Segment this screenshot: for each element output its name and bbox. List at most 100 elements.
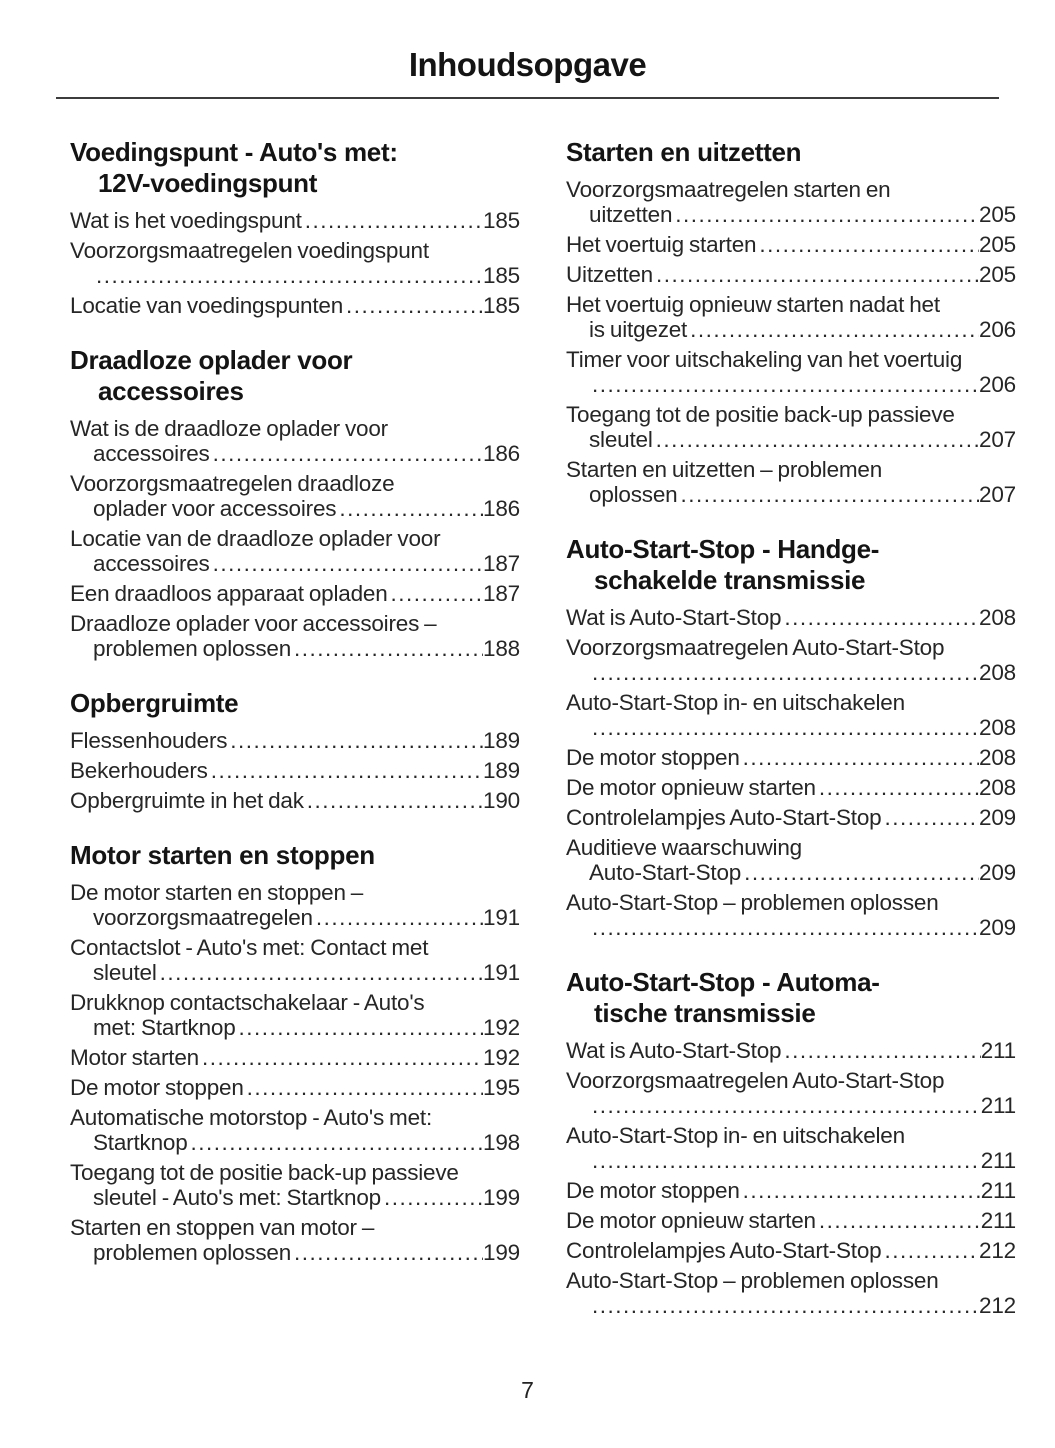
title-divider <box>56 97 999 99</box>
toc-entry-text: accessoires <box>93 441 210 466</box>
toc-entry-line: Locatie van voedingspunten 185 <box>70 293 520 318</box>
toc-entry-text: problemen oplossen <box>93 1240 292 1265</box>
toc-entry: Voorzorgsmaatregelen voedingspunt 185 <box>70 238 520 288</box>
toc-entry: Starten en uitzetten – problemen oplossen… <box>566 457 1016 507</box>
toc-entry-text: De motor opnieuw starten <box>566 775 816 800</box>
dot-leader <box>784 1038 980 1063</box>
page-ref: 212 <box>979 1238 1016 1263</box>
dot-leader <box>819 1208 981 1233</box>
toc-entry-line: Voorzorgsmaatregelen Auto-Start-Stop <box>566 1068 945 1093</box>
toc-entry: Starten en stoppen van motor – problemen … <box>70 1215 520 1265</box>
dot-leader <box>213 441 483 466</box>
toc-entry: Voorzorgsmaatregelen starten en uitzetten… <box>566 177 1016 227</box>
toc-entry-line: Draadloze oplader voor accessoires – <box>70 611 437 636</box>
toc-entry-line: Motor starten 192 <box>70 1045 520 1070</box>
toc-entry: Wat is Auto-Start-Stop 208 <box>566 605 1016 630</box>
toc-section: Starten en uitzetten Voorzorgsmaatregelen… <box>566 137 1016 507</box>
toc-entry-line: problemen oplossen 199 <box>70 1240 520 1265</box>
toc-column-left: Voedingspunt - Auto's met: 12V-voedingspu… <box>70 137 520 1270</box>
dot-leader <box>213 551 483 576</box>
toc-entry: Flessenhouders 189 <box>70 728 520 753</box>
page-ref: 208 <box>979 775 1016 800</box>
dot-leader <box>819 775 979 800</box>
toc-entry: Locatie van de draadloze oplader voor acc… <box>70 526 520 576</box>
dot-leader <box>592 1293 979 1318</box>
dot-leader <box>316 905 483 930</box>
toc-entry-text: oplader voor accessoires <box>93 496 337 521</box>
page-ref: 186 <box>483 496 520 521</box>
page-ref: 188 <box>483 636 520 661</box>
toc-entry: Voorzorgsmaatregelen Auto-Start-Stop 211 <box>566 1068 1016 1118</box>
toc-entry-text: Wat is Auto-Start-Stop <box>566 605 782 630</box>
toc-entry-line: uitzetten 205 <box>566 202 1016 227</box>
dot-leader <box>96 263 483 288</box>
toc-entry-line: met: Startknop 192 <box>70 1015 520 1040</box>
section-heading: Opbergruimte <box>70 688 520 719</box>
toc-entry: De motor opnieuw starten 208 <box>566 775 1016 800</box>
dot-leader <box>592 1093 981 1118</box>
toc-entry-text: Wat is Auto-Start-Stop <box>566 1038 782 1063</box>
dot-leader <box>202 1045 483 1070</box>
toc-entry-line: Startknop 198 <box>70 1130 520 1155</box>
toc-entry: Motor starten 192 <box>70 1045 520 1070</box>
dot-leader <box>592 660 979 685</box>
dot-leader <box>294 1240 483 1265</box>
toc-entry-text: Wat is het voedingspunt <box>70 208 302 233</box>
section-heading-line: Voedingspunt - Auto's met: <box>70 137 398 167</box>
page-number: 7 <box>521 1377 534 1403</box>
toc-entry-line: Uitzetten 205 <box>566 262 1016 287</box>
toc-entry-line: Auditieve waarschuwing <box>566 835 802 860</box>
dot-leader <box>759 232 979 257</box>
section-heading-line: Draadloze oplader voor <box>70 345 353 375</box>
page-ref: 189 <box>483 758 520 783</box>
page-ref: 211 <box>980 1148 1016 1173</box>
toc-entry-text: Motor starten <box>70 1045 199 1070</box>
toc-entry-text: oplossen <box>589 482 678 507</box>
dot-leader <box>384 1185 483 1210</box>
toc-entry-line: 211 <box>566 1093 1016 1118</box>
toc-entry-line: Auto-Start-Stop 209 <box>566 860 1016 885</box>
toc-entry-line: Auto-Start-Stop in- en uitschakelen <box>566 690 905 715</box>
dot-leader <box>884 1238 979 1263</box>
toc-entry-text: sleutel <box>93 960 157 985</box>
toc-entry-text: Controlelampjes Auto-Start-Stop <box>566 805 882 830</box>
dot-leader <box>656 262 979 287</box>
page-ref: 191 <box>483 960 520 985</box>
toc-entry-line: Flessenhouders 189 <box>70 728 520 753</box>
toc-entry: Wat is het voedingspunt 185 <box>70 208 520 233</box>
toc-entry: Controlelampjes Auto-Start-Stop 209 <box>566 805 1016 830</box>
toc-entry-line: 211 <box>566 1148 1016 1173</box>
page-ref: 209 <box>979 805 1016 830</box>
section-heading-line: Opbergruimte <box>70 688 239 718</box>
toc-entry: Auto-Start-Stop in- en uitschakelen 211 <box>566 1123 1016 1173</box>
toc-entry-line: 208 <box>566 715 1016 740</box>
dot-leader <box>346 293 483 318</box>
toc-entry-line: Timer voor uitschakeling van het voertui… <box>566 347 963 372</box>
section-heading-line: Motor starten en stoppen <box>70 840 375 870</box>
dot-leader <box>784 605 979 630</box>
toc-section: OpbergruimteFlessenhouders189Bekerhouder… <box>70 688 520 813</box>
toc-entry-line: Het voertuig starten 205 <box>566 232 1016 257</box>
toc-entry: De motor starten en stoppen – voorzorgsma… <box>70 880 520 930</box>
toc-entry-text: is uitgezet <box>589 317 688 342</box>
dot-leader <box>743 745 979 770</box>
toc-section: Auto-Start-Stop - Handge-schakelde trans… <box>566 534 1016 940</box>
toc-entry: Toegang tot de positie back-up passieve s… <box>566 402 1016 452</box>
page-title: Inhoudsopgave <box>408 46 647 83</box>
toc-entry-line: Voorzorgsmaatregelen starten en <box>566 177 891 202</box>
page-ref: 185 <box>483 293 520 318</box>
section-heading: Voedingspunt - Auto's met: 12V-voedingspu… <box>70 137 520 199</box>
toc-entry-line: Wat is de draadloze oplader voor <box>70 416 388 441</box>
section-heading-line: accessoires <box>98 376 244 406</box>
page-ref: 207 <box>979 427 1016 452</box>
toc-entry-text: sleutel - Auto's met: Startknop <box>93 1185 381 1210</box>
dot-leader <box>656 427 979 452</box>
dot-leader <box>592 372 979 397</box>
toc-entry-text: voorzorgsmaatregelen <box>93 905 313 930</box>
dot-leader <box>744 860 979 885</box>
toc-entry: Timer voor uitschakeling van het voertui… <box>566 347 1016 397</box>
toc-entry-line: Auto-Start-Stop – problemen oplossen <box>566 890 939 915</box>
toc-entry-text: De motor stoppen <box>566 1178 740 1203</box>
toc-entry: Opbergruimte in het dak 190 <box>70 788 520 813</box>
